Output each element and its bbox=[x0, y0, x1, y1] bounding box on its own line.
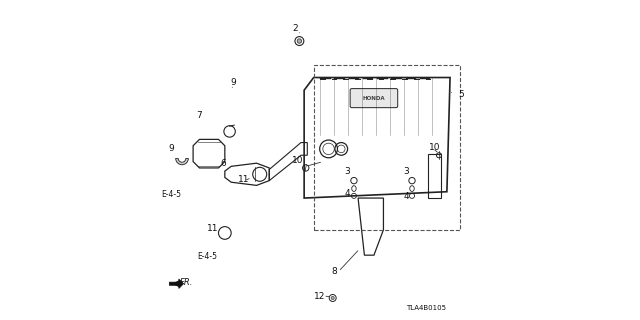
Circle shape bbox=[331, 296, 334, 300]
Text: 3: 3 bbox=[404, 167, 410, 176]
Text: 6: 6 bbox=[220, 159, 226, 168]
Text: 8: 8 bbox=[332, 267, 337, 276]
Circle shape bbox=[297, 39, 301, 43]
Text: 4: 4 bbox=[344, 189, 350, 198]
Text: FR.: FR. bbox=[180, 278, 193, 287]
Wedge shape bbox=[175, 158, 188, 165]
Text: 7: 7 bbox=[196, 111, 202, 120]
FancyBboxPatch shape bbox=[350, 89, 397, 108]
Text: 12: 12 bbox=[314, 292, 326, 301]
Polygon shape bbox=[170, 279, 184, 288]
Text: 2: 2 bbox=[292, 24, 298, 33]
Text: 9: 9 bbox=[168, 144, 174, 153]
Text: 11: 11 bbox=[207, 224, 218, 233]
Text: TLA4B0105: TLA4B0105 bbox=[406, 305, 446, 310]
Text: 10: 10 bbox=[429, 143, 440, 152]
Text: E-4-5: E-4-5 bbox=[161, 190, 181, 199]
Text: 5: 5 bbox=[458, 91, 464, 100]
Text: 4: 4 bbox=[404, 192, 410, 201]
Text: 9: 9 bbox=[230, 78, 236, 87]
Text: E-4-5: E-4-5 bbox=[197, 252, 218, 261]
Text: 3: 3 bbox=[344, 167, 350, 176]
Bar bbox=[314, 65, 460, 230]
Text: HONDA: HONDA bbox=[363, 96, 385, 101]
Text: 11: 11 bbox=[238, 174, 250, 184]
Text: 10: 10 bbox=[292, 156, 303, 165]
